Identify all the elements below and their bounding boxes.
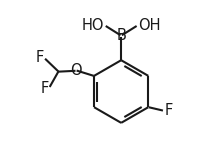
Text: F: F	[41, 81, 49, 96]
Text: OH: OH	[138, 18, 161, 33]
Text: O: O	[70, 63, 82, 78]
Text: F: F	[36, 50, 44, 65]
Text: HO: HO	[82, 18, 104, 33]
Text: B: B	[116, 28, 126, 43]
Text: F: F	[165, 103, 173, 118]
